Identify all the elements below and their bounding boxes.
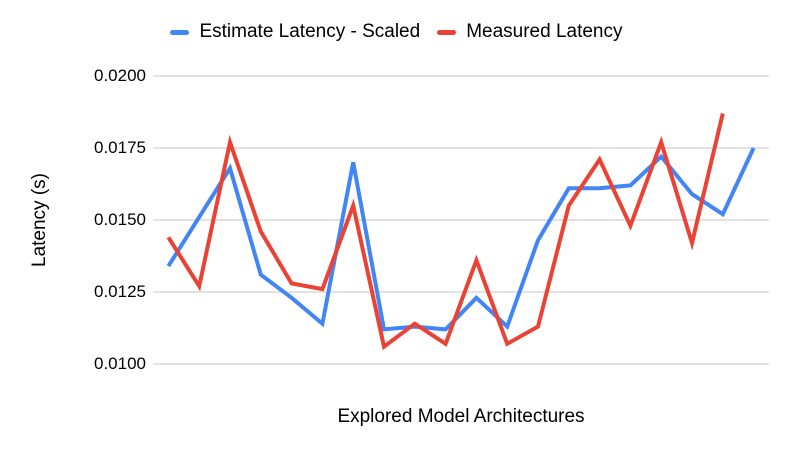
y-tick-label: 0.0175: [94, 138, 146, 157]
y-tick-label: 0.0100: [94, 354, 146, 373]
x-axis-title: Explored Model Architectures: [337, 406, 585, 427]
legend-label: Measured Latency: [466, 21, 623, 42]
series-line-measured: [166, 112, 725, 351]
legend-swatch-icon: [437, 29, 457, 35]
y-tick-label: 0.0150: [94, 210, 146, 229]
chart-legend: Estimate Latency - Scaled Measured Latenc…: [0, 21, 793, 43]
legend-swatch-icon: [170, 29, 190, 35]
legend-item: Estimate Latency - Scaled: [170, 21, 420, 43]
legend-item: Measured Latency: [437, 21, 623, 43]
legend-label: Estimate Latency - Scaled: [199, 21, 421, 42]
y-tick-label: 0.0125: [94, 282, 146, 301]
y-tick-label: 0.0200: [94, 66, 146, 85]
